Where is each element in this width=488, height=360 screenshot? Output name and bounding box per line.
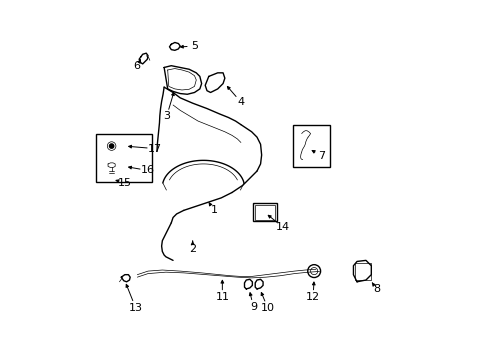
Text: 14: 14 <box>275 222 289 232</box>
Text: 9: 9 <box>249 302 257 312</box>
Text: 8: 8 <box>372 284 380 294</box>
Text: 3: 3 <box>163 111 170 121</box>
Bar <box>292 125 329 167</box>
Text: 15: 15 <box>118 178 132 188</box>
Text: 4: 4 <box>237 97 244 107</box>
Bar <box>96 134 151 182</box>
Bar <box>354 263 370 280</box>
Text: 2: 2 <box>189 244 196 253</box>
Bar <box>254 204 275 220</box>
Text: 7: 7 <box>317 151 324 161</box>
Text: 6: 6 <box>133 62 140 71</box>
Text: 13: 13 <box>128 302 142 312</box>
Text: 11: 11 <box>215 292 229 302</box>
Text: 17: 17 <box>147 144 161 154</box>
Circle shape <box>109 144 114 148</box>
Text: 16: 16 <box>140 165 154 175</box>
Text: 5: 5 <box>191 41 198 51</box>
Bar <box>253 203 276 221</box>
Text: 1: 1 <box>210 205 217 215</box>
Text: 12: 12 <box>305 292 320 302</box>
Text: 10: 10 <box>260 303 274 313</box>
